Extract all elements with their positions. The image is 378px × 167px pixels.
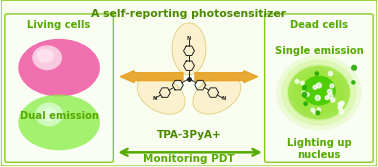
Text: N: N bbox=[152, 96, 156, 101]
Circle shape bbox=[304, 102, 307, 105]
Ellipse shape bbox=[41, 108, 57, 121]
Ellipse shape bbox=[36, 49, 54, 63]
Circle shape bbox=[327, 89, 332, 94]
Circle shape bbox=[331, 98, 335, 102]
Ellipse shape bbox=[293, 70, 345, 115]
Ellipse shape bbox=[35, 103, 63, 126]
Circle shape bbox=[315, 95, 320, 100]
Ellipse shape bbox=[288, 66, 350, 119]
Circle shape bbox=[318, 108, 321, 111]
Ellipse shape bbox=[18, 95, 100, 150]
Circle shape bbox=[305, 93, 309, 96]
Text: Single emission: Single emission bbox=[274, 46, 363, 56]
Circle shape bbox=[339, 109, 343, 114]
Ellipse shape bbox=[276, 55, 362, 130]
Text: N: N bbox=[222, 96, 226, 101]
Circle shape bbox=[302, 91, 305, 95]
Circle shape bbox=[338, 105, 342, 109]
Circle shape bbox=[302, 92, 307, 97]
Ellipse shape bbox=[172, 23, 206, 75]
FancyBboxPatch shape bbox=[265, 14, 373, 162]
Circle shape bbox=[313, 111, 316, 114]
Text: TPA-3PyA+: TPA-3PyA+ bbox=[156, 130, 222, 140]
FancyArrow shape bbox=[120, 71, 183, 83]
Ellipse shape bbox=[287, 64, 351, 121]
Circle shape bbox=[301, 81, 304, 85]
Text: N: N bbox=[187, 36, 191, 41]
Text: A self-reporting photosensitizer: A self-reporting photosensitizer bbox=[91, 9, 287, 19]
Ellipse shape bbox=[32, 45, 62, 70]
Circle shape bbox=[340, 101, 344, 105]
Text: Dead cells: Dead cells bbox=[290, 20, 348, 30]
Circle shape bbox=[338, 102, 342, 106]
Circle shape bbox=[325, 96, 329, 100]
Ellipse shape bbox=[281, 59, 356, 126]
Circle shape bbox=[316, 83, 321, 88]
Circle shape bbox=[303, 86, 306, 89]
Circle shape bbox=[315, 72, 318, 75]
Ellipse shape bbox=[18, 39, 100, 97]
Circle shape bbox=[328, 71, 333, 76]
Circle shape bbox=[352, 81, 355, 84]
Text: Dual emission: Dual emission bbox=[20, 112, 99, 121]
Ellipse shape bbox=[302, 76, 336, 106]
Text: Monitoring PDT: Monitoring PDT bbox=[143, 154, 235, 164]
Ellipse shape bbox=[137, 75, 185, 114]
Text: Lighting up
nucleus: Lighting up nucleus bbox=[287, 138, 351, 160]
Circle shape bbox=[330, 84, 334, 88]
Circle shape bbox=[311, 108, 314, 112]
Circle shape bbox=[295, 79, 299, 83]
Circle shape bbox=[328, 93, 333, 99]
Circle shape bbox=[316, 111, 320, 115]
FancyBboxPatch shape bbox=[5, 14, 113, 162]
FancyArrow shape bbox=[195, 71, 258, 83]
Text: Living cells: Living cells bbox=[28, 20, 91, 30]
Circle shape bbox=[313, 85, 317, 89]
Circle shape bbox=[352, 65, 356, 70]
Ellipse shape bbox=[193, 75, 241, 114]
